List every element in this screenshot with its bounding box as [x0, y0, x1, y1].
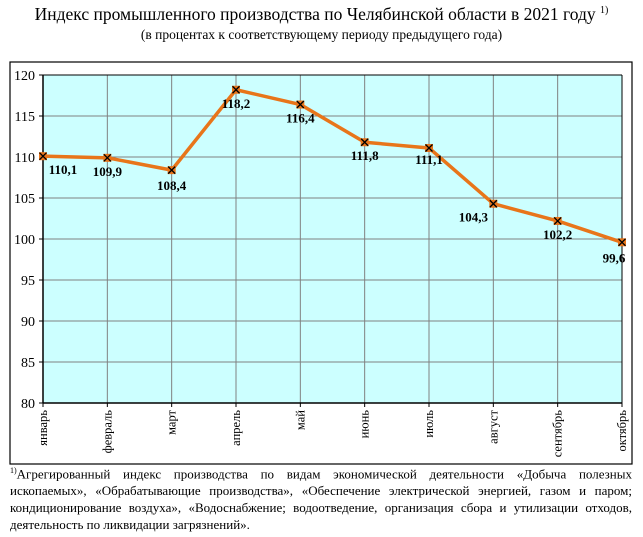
data-label: 109,9 — [93, 164, 123, 179]
x-tick-label: февраль — [100, 410, 114, 454]
data-point-marker — [296, 100, 305, 109]
data-point-marker — [103, 153, 112, 162]
data-point-marker — [232, 85, 240, 94]
chart-subtitle: (в процентах к соответствующему периоду … — [140, 27, 503, 42]
title-footnote-mark: 1) — [600, 5, 609, 17]
y-tick-label: 90 — [21, 315, 35, 330]
data-point-marker — [618, 238, 626, 247]
footnote-mark: 1) — [10, 466, 17, 475]
data-point-marker — [360, 138, 369, 147]
y-tick-label: 115 — [15, 110, 35, 125]
chart-title-text: Индекс промышленного производства по Чел… — [34, 4, 596, 24]
chart-title: Индекс промышленного производства по Чел… — [0, 4, 643, 25]
x-tick-label: январь — [36, 410, 50, 446]
data-label: 99,6 — [603, 250, 626, 265]
data-point-marker — [489, 199, 498, 208]
data-point-marker — [167, 166, 176, 175]
data-label: 110,1 — [49, 162, 78, 177]
series-line — [42, 88, 623, 244]
data-label: 104,3 — [459, 210, 489, 225]
footnote: 1)Агрегированный индекс производства по … — [10, 463, 632, 534]
x-tick-label: июль — [422, 410, 436, 438]
y-tick-label: 120 — [14, 69, 35, 84]
x-tick-label: март — [165, 409, 179, 434]
footnote-text: Агрегированный индекс производства по ви… — [10, 466, 632, 532]
y-tick-label: 80 — [21, 397, 35, 412]
data-label: 116,4 — [286, 111, 315, 126]
y-tick-label: 95 — [21, 274, 35, 289]
data-point-marker — [553, 217, 562, 225]
data-label: 118,2 — [222, 96, 251, 111]
data-label: 108,4 — [157, 178, 187, 193]
data-point-marker — [425, 144, 433, 152]
x-tick-label: июнь — [358, 410, 372, 439]
x-tick-label: апрель — [229, 410, 243, 446]
y-tick-label: 110 — [15, 151, 35, 166]
x-tick-label: май — [293, 410, 307, 430]
data-label: 111,1 — [415, 152, 443, 167]
y-tick-label: 105 — [14, 192, 35, 207]
data-label: 102,2 — [543, 227, 572, 242]
y-tick-label: 85 — [21, 356, 35, 371]
x-tick-label: август — [486, 409, 500, 443]
data-label: 111,8 — [351, 148, 379, 163]
chart-frame — [9, 61, 633, 465]
data-point-marker — [39, 152, 47, 161]
x-tick-label: октябрь — [615, 410, 629, 452]
y-tick-label: 100 — [14, 233, 35, 248]
x-tick-label: сентябрь — [551, 410, 565, 458]
